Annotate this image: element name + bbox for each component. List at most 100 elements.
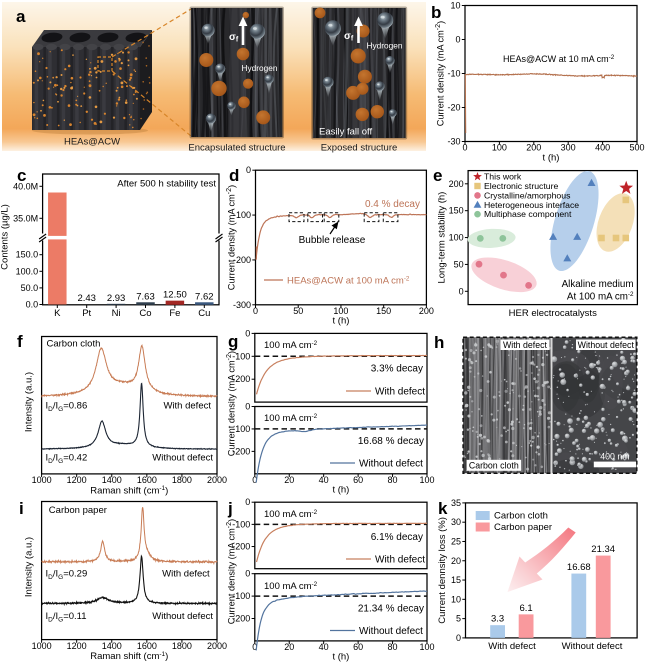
svg-text:10: 10 [450,1,460,11]
svg-text:400 nm: 400 nm [600,452,629,462]
svg-text:10: 10 [451,594,461,604]
svg-text:-200: -200 [232,614,250,624]
svg-text:b: b [431,3,441,22]
svg-text:100: 100 [419,475,434,485]
svg-text:200: 200 [419,306,434,316]
svg-text:1000: 1000 [32,475,52,485]
svg-text:Easily fall off: Easily fall off [319,127,373,138]
svg-text:0: 0 [245,497,250,507]
svg-text:Fe: Fe [169,308,180,319]
svg-text:1800: 1800 [172,475,192,485]
svg-text:At 100 mA cm-2: At 100 mA cm-2 [567,291,634,302]
svg-text:0: 0 [462,143,467,153]
svg-text:100 mA cm-2: 100 mA cm-2 [264,413,318,424]
svg-text:Carbon cloth: Carbon cloth [494,511,548,522]
svg-text:Carbon paper: Carbon paper [494,522,552,533]
svg-text:100: 100 [419,642,434,652]
svg-text:500: 500 [629,143,644,153]
svg-text:100 mA cm-2: 100 mA cm-2 [264,340,318,351]
svg-text:Electronic structure: Electronic structure [484,181,559,191]
svg-text:-200: -200 [233,255,251,265]
svg-text:15: 15 [451,575,461,585]
svg-text:0.4 % decay: 0.4 % decay [365,199,420,210]
svg-text:16.68 % decay: 16.68 % decay [358,436,424,447]
svg-text:0.0: 0.0 [26,300,39,310]
svg-text:30: 30 [451,517,461,527]
svg-text:3.3% decay: 3.3% decay [371,364,423,375]
svg-text:ID/IG=0.86: ID/IG=0.86 [46,401,88,414]
svg-text:After 500 h stability test: After 500 h stability test [117,179,216,190]
svg-text:Current density (mA cm-2): Current density (mA cm-2) [226,351,238,456]
svg-text:100 mA cm-2: 100 mA cm-2 [264,509,318,520]
svg-text:Heterogeneous interface: Heterogeneous interface [484,200,579,210]
svg-text:Without defect: Without defect [359,459,423,470]
svg-text:d: d [229,166,239,185]
svg-text:Carbon cloth: Carbon cloth [469,461,519,471]
svg-text:6.1: 6.1 [519,603,532,614]
svg-text:1000: 1000 [32,641,52,651]
svg-text:h: h [434,333,444,352]
svg-text:g: g [228,332,238,351]
svg-text:50: 50 [454,259,464,269]
svg-text:0: 0 [455,35,460,45]
svg-text:ID/IG=0.11: ID/IG=0.11 [46,611,87,624]
svg-text:7.62: 7.62 [195,291,214,302]
svg-text:-30: -30 [447,137,460,147]
svg-text:With defect: With defect [488,641,536,652]
svg-text:c: c [17,166,26,185]
svg-text:-100: -100 [232,351,250,361]
svg-text:HER electrocatalysts: HER electrocatalysts [509,308,597,319]
svg-text:Exposed structure: Exposed structure [321,143,398,154]
svg-text:With defect: With defect [375,387,425,398]
svg-text:21.34 % decay: 21.34 % decay [358,604,424,615]
svg-text:2.93: 2.93 [107,293,126,304]
svg-text:t (h): t (h) [543,152,560,163]
svg-text:-100: -100 [232,519,250,529]
svg-text:0: 0 [459,286,464,296]
svg-text:Encapsulated structure: Encapsulated structure [188,143,285,154]
svg-text:50.0: 50.0 [21,283,39,293]
svg-text:6.1% decay: 6.1% decay [371,532,423,543]
svg-text:0: 0 [245,402,250,412]
svg-text:200: 200 [526,143,541,153]
svg-text:1600: 1600 [137,641,157,651]
svg-text:Without defect: Without defect [562,641,623,652]
svg-text:e: e [433,166,442,185]
svg-text:Without defect: Without defect [359,626,423,637]
svg-text:150: 150 [376,306,391,316]
svg-text:Current density (mA cm-2): Current density (mA cm-2) [435,21,447,126]
svg-text:-100: -100 [233,210,251,220]
svg-text:50: 50 [293,306,303,316]
svg-text:Raman shift (cm-1): Raman shift (cm-1) [90,485,168,496]
svg-text:5: 5 [456,614,461,624]
svg-text:Multiphase component: Multiphase component [484,209,572,219]
svg-text:300: 300 [561,143,576,153]
svg-text:0: 0 [253,306,258,316]
svg-text:100.0: 100.0 [16,266,39,276]
svg-text:80: 80 [388,642,398,652]
svg-text:ID/IG=0.29: ID/IG=0.29 [46,569,88,582]
svg-text:1600: 1600 [137,475,157,485]
svg-text:Bubble release: Bubble release [299,235,366,246]
svg-text:25: 25 [451,536,461,546]
svg-text:Hydrogen: Hydrogen [367,41,403,51]
svg-text:Intensity (a.u.): Intensity (a.u.) [24,537,35,597]
svg-text:With defect: With defect [163,401,211,412]
svg-text:K: K [54,308,61,319]
svg-text:σf: σf [229,32,239,44]
svg-text:40.0M: 40.0M [13,181,38,191]
svg-text:35.0M: 35.0M [13,213,38,223]
svg-text:Current density (mA cm-2): Current density (mA cm-2) [226,185,238,290]
svg-text:0: 0 [456,633,461,643]
svg-text:40: 40 [319,642,329,652]
svg-text:100 mA cm-2: 100 mA cm-2 [264,581,318,592]
svg-text:20: 20 [451,556,461,566]
svg-text:3.3: 3.3 [491,614,504,625]
svg-text:1800: 1800 [172,641,192,651]
svg-text:With defect: With defect [503,340,548,350]
svg-text:40: 40 [319,475,329,485]
svg-text:20: 20 [284,475,294,485]
svg-text:Carbon cloth: Carbon cloth [47,339,101,350]
svg-text:60: 60 [353,475,363,485]
svg-text:Alkaline medium: Alkaline medium [562,279,634,290]
